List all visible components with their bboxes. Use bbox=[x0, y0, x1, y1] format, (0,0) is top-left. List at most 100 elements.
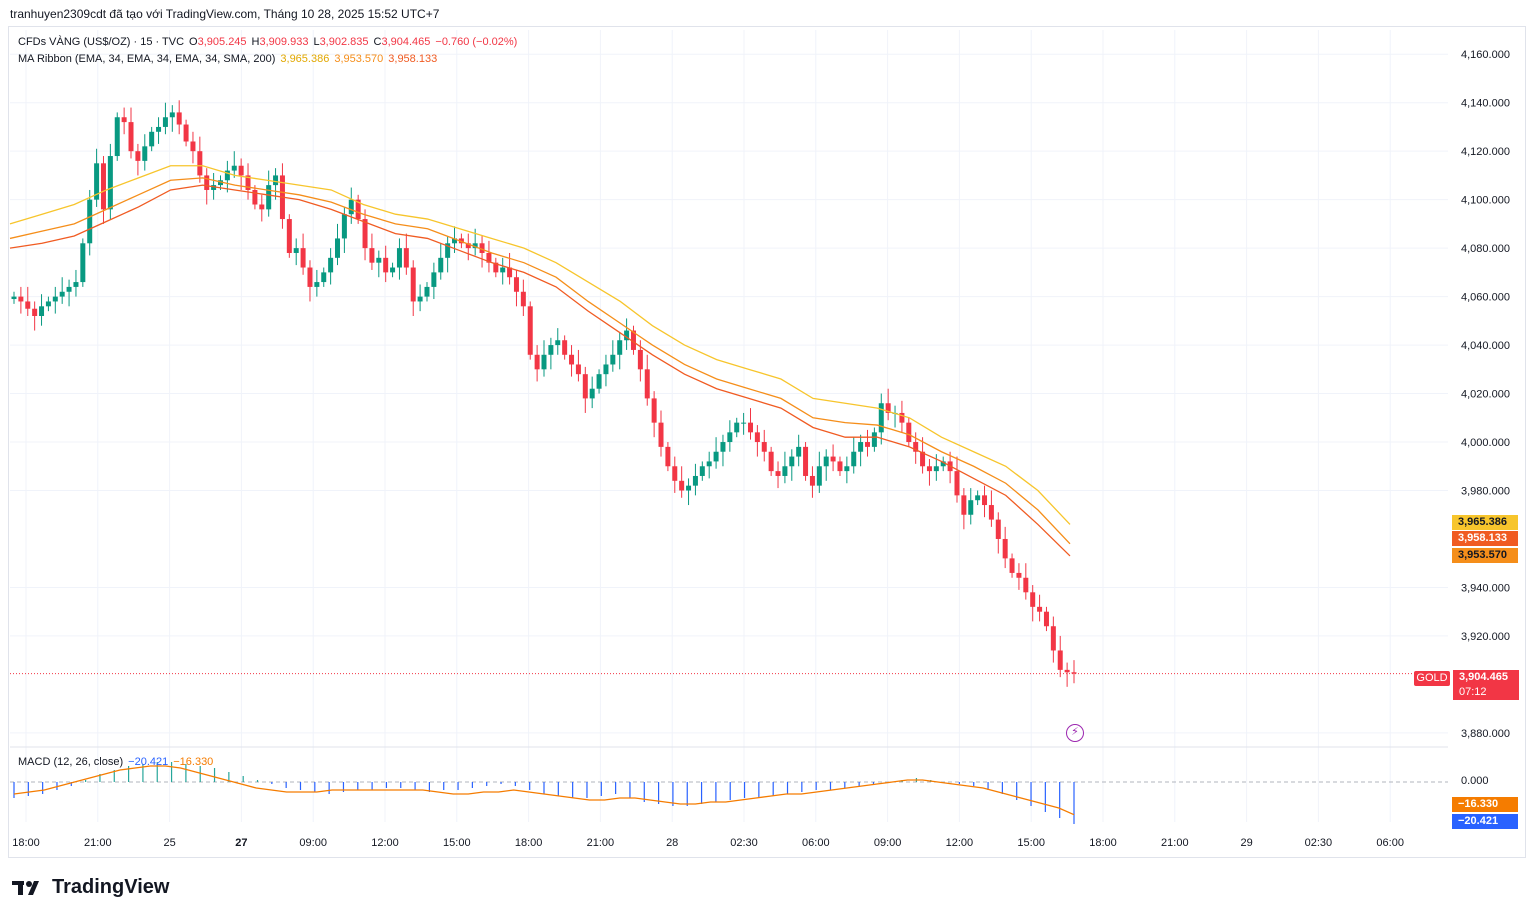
y-tick-label: 4,040.000 bbox=[1461, 340, 1510, 352]
candle-body bbox=[830, 456, 836, 462]
lightning-icon[interactable]: ⚡ bbox=[1066, 724, 1084, 742]
y-tick-label: 3,920.000 bbox=[1461, 631, 1510, 643]
candle-body bbox=[589, 388, 595, 399]
candle-body bbox=[995, 519, 1001, 539]
ma1-price-tag: 3,965.386 bbox=[1452, 515, 1518, 530]
candle-body bbox=[768, 451, 774, 472]
candle-body bbox=[190, 141, 196, 152]
candle-body bbox=[1002, 538, 1008, 559]
y-tick-label: 3,980.000 bbox=[1461, 486, 1510, 498]
symbol-label[interactable]: CFDs VÀNG (US$/OZ) · 15 · TVC bbox=[18, 36, 185, 48]
ma-ribbon-title[interactable]: MA Ribbon (EMA, 34, EMA, 34, EMA, 34, SM… bbox=[18, 53, 276, 65]
candle-body bbox=[624, 330, 630, 341]
candle-body bbox=[665, 446, 671, 467]
change-value: −0.760 (−0.02%) bbox=[435, 36, 518, 48]
y-tick-label: 4,060.000 bbox=[1461, 292, 1510, 304]
candle-body bbox=[438, 257, 444, 273]
candle-body bbox=[1037, 606, 1043, 612]
macd-line-tag: −20.421 bbox=[1452, 814, 1518, 829]
candle-body bbox=[162, 117, 168, 127]
x-tick-label: 06:00 bbox=[1376, 837, 1404, 849]
macd-title[interactable]: MACD (12, 26, close) bbox=[18, 756, 124, 768]
x-tick-label: 15:00 bbox=[1017, 837, 1045, 849]
candle-body bbox=[25, 301, 31, 309]
ma-value-2: 3,953.570 bbox=[334, 53, 384, 65]
candle-body bbox=[66, 286, 72, 292]
candle-body bbox=[809, 475, 815, 486]
candle-body bbox=[747, 422, 753, 433]
x-tick-label: 18:00 bbox=[515, 837, 543, 849]
candle-body bbox=[885, 403, 891, 413]
price-legend: CFDs VÀNG (US$/OZ) · 15 · TVC O3,905.245 H… bbox=[18, 36, 522, 48]
candle-body bbox=[644, 369, 650, 399]
x-tick-label: 02:30 bbox=[730, 837, 758, 849]
macd-signal-line bbox=[13, 765, 1075, 816]
candle-body bbox=[865, 442, 871, 447]
candle-body bbox=[390, 267, 396, 273]
candle-body bbox=[692, 475, 698, 486]
candle-body bbox=[548, 345, 554, 355]
candle-body bbox=[472, 243, 478, 249]
macd-legend: MACD (12, 26, close) −20.421 −16.330 bbox=[18, 756, 218, 768]
low-label: L bbox=[313, 36, 320, 48]
ma-ribbon-line-1 bbox=[9, 165, 1071, 525]
candle-body bbox=[114, 117, 120, 157]
y-tick-label: 3,940.000 bbox=[1461, 582, 1510, 594]
ma2-price-tag: 3,953.570 bbox=[1452, 548, 1518, 563]
candle-body bbox=[507, 267, 513, 278]
candle-body bbox=[878, 403, 884, 433]
candle-body bbox=[534, 354, 540, 370]
candle-body bbox=[348, 199, 354, 215]
candle-body bbox=[1016, 572, 1022, 578]
x-tick-label: 21:00 bbox=[1161, 837, 1189, 849]
candle-body bbox=[982, 495, 988, 506]
candle-body bbox=[369, 248, 375, 263]
candle-body bbox=[541, 354, 547, 370]
candle-body bbox=[851, 451, 857, 467]
signal-value: −16.330 bbox=[173, 756, 214, 768]
candle-body bbox=[741, 422, 747, 424]
candle-body bbox=[513, 277, 519, 292]
candle-body bbox=[582, 374, 588, 399]
ma-ribbon-line-3 bbox=[9, 184, 1071, 557]
y-tick-label: 4,020.000 bbox=[1461, 389, 1510, 401]
candle-body bbox=[796, 446, 802, 457]
candle-body bbox=[520, 291, 526, 307]
candle-body bbox=[500, 267, 506, 273]
candle-body bbox=[121, 117, 127, 123]
candle-body bbox=[259, 204, 265, 210]
candle-body bbox=[1043, 611, 1049, 627]
candle-body bbox=[486, 252, 492, 263]
candle-body bbox=[988, 505, 994, 520]
candle-body bbox=[335, 238, 341, 258]
candle-body bbox=[1009, 558, 1015, 573]
candle-body bbox=[341, 214, 347, 239]
candle-body bbox=[18, 296, 24, 302]
candle-body bbox=[231, 165, 237, 171]
candle-body bbox=[727, 432, 733, 443]
candle-body bbox=[128, 122, 134, 152]
close-value: 3,904.465 bbox=[381, 36, 431, 48]
y-tick-label: 4,100.000 bbox=[1461, 195, 1510, 207]
candle-body bbox=[362, 219, 368, 249]
x-tick-label: 09:00 bbox=[874, 837, 902, 849]
candle-body bbox=[803, 446, 809, 476]
candle-body bbox=[975, 495, 981, 501]
candle-body bbox=[169, 112, 175, 118]
candle-body bbox=[527, 306, 533, 355]
y-tick-label: 3,880.000 bbox=[1461, 728, 1510, 740]
candle-body bbox=[651, 398, 657, 423]
x-tick-label: 29 bbox=[1240, 837, 1252, 849]
candle-body bbox=[238, 165, 244, 176]
candle-body bbox=[754, 432, 760, 443]
candle-body bbox=[266, 185, 272, 210]
x-tick-label: 21:00 bbox=[587, 837, 615, 849]
bar-countdown: 07:12 bbox=[1459, 686, 1487, 698]
candle-body bbox=[775, 471, 781, 476]
candle-body bbox=[300, 248, 306, 268]
candle-body bbox=[94, 163, 100, 200]
tradingview-logo: TradingView bbox=[12, 876, 169, 899]
candle-body bbox=[686, 485, 692, 491]
chart-caption: tranhuyen2309cdt đã tạo với TradingView.… bbox=[10, 7, 440, 21]
